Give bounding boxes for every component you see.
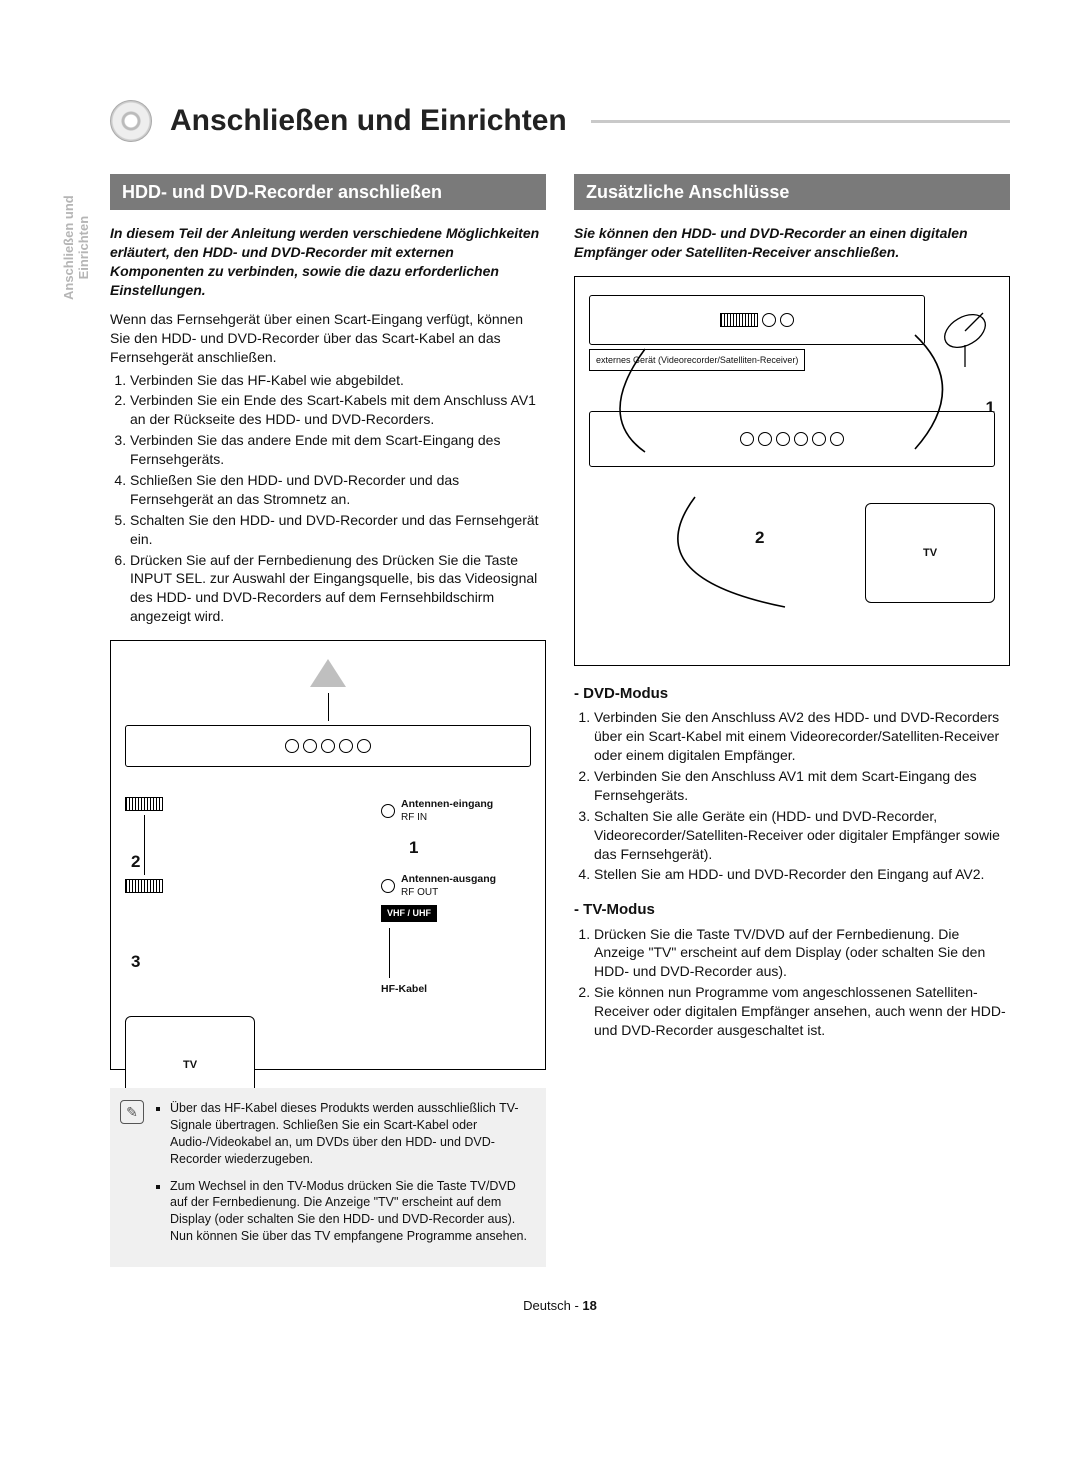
left-step: Schließen Sie den HDD- und DVD-Recorder … — [130, 471, 546, 509]
note-item: Zum Wechsel in den TV-Modus drücken Sie … — [170, 1178, 532, 1246]
rf-in-label: RF IN — [401, 811, 493, 825]
side-tab-l2: Einrichten — [77, 195, 92, 300]
left-section-title: HDD- und DVD-Recorder anschließen — [110, 174, 546, 210]
tv-mode-head: - TV-Modus — [574, 900, 1010, 920]
left-column: HDD- und DVD-Recorder anschließen In die… — [110, 174, 546, 1267]
hf-label: HF-Kabel — [381, 982, 531, 996]
dvd-steps: Verbinden Sie den Anschluss AV2 des HDD-… — [574, 708, 1010, 884]
rf-out-label: RF OUT — [401, 886, 496, 900]
side-tab: Anschließen und Einrichten — [62, 195, 92, 300]
ant-out-label: Antennen-ausgang — [401, 872, 496, 886]
badge-2: 2 — [131, 851, 140, 874]
ext-device — [589, 295, 925, 345]
page-title: Anschließen und Einrichten — [170, 101, 567, 142]
badge-1: 1 — [409, 837, 531, 860]
tv-step: Sie können nun Programme vom angeschloss… — [594, 983, 1010, 1040]
left-step: Verbinden Sie ein Ende des Scart-Kabels … — [130, 391, 546, 429]
ext-device-label: externes Gerät (Videorecorder/Satelliten… — [589, 349, 805, 371]
scart-port — [125, 797, 163, 811]
ant-in-label: Antennen-eingang — [401, 797, 493, 811]
left-diagram: Antennen-eingang RF IN 1 Antennen-ausgan… — [110, 640, 546, 1070]
vhf-label: VHF / UHF — [381, 905, 437, 921]
recorder-device — [125, 725, 531, 767]
header-rule — [591, 120, 1010, 123]
left-step: Schalten Sie den HDD- und DVD-Recorder u… — [130, 511, 546, 549]
antenna-icon — [310, 659, 346, 687]
left-intro: In diesem Teil der Anleitung werden vers… — [110, 224, 546, 300]
tv-steps: Drücken Sie die Taste TV/DVD auf der Fer… — [574, 925, 1010, 1040]
tv-step: Drücken Sie die Taste TV/DVD auf der Fer… — [594, 925, 1010, 982]
footer-lang: Deutsch — [523, 1298, 571, 1313]
satellite-dish-icon — [935, 301, 995, 371]
badge-3: 3 — [131, 951, 140, 974]
dvd-step: Verbinden Sie den Anschluss AV1 mit dem … — [594, 767, 1010, 805]
scart-port — [125, 879, 163, 893]
right-intro: Sie können den HDD- und DVD-Recorder an … — [574, 224, 1010, 262]
dvd-mode-head: - DVD-Modus — [574, 684, 1010, 704]
tv-box: TV — [865, 503, 995, 603]
footer-page: 18 — [582, 1298, 596, 1313]
page-header: Anschließen und Einrichten — [110, 100, 1010, 142]
page-footer: Deutsch - 18 — [110, 1297, 1010, 1315]
dvd-step: Stellen Sie am HDD- und DVD-Recorder den… — [594, 865, 1010, 884]
rf-in-port — [381, 804, 395, 818]
left-step: Verbinden Sie das HF-Kabel wie abgebilde… — [130, 371, 546, 390]
right-column: Zusätzliche Anschlüsse Sie können den HD… — [574, 174, 1010, 1267]
left-steps: Verbinden Sie das HF-Kabel wie abgebilde… — [110, 371, 546, 627]
left-step: Verbinden Sie das andere Ende mit dem Sc… — [130, 431, 546, 469]
dvd-step: Schalten Sie alle Geräte ein (HDD- und D… — [594, 807, 1010, 864]
left-body: Wenn das Fernsehgerät über einen Scart-E… — [110, 310, 546, 367]
left-step: Drücken Sie auf der Fernbedienung des Dr… — [130, 551, 546, 627]
right-section-title: Zusätzliche Anschlüsse — [574, 174, 1010, 210]
rf-out-port — [381, 879, 395, 893]
note-icon: ✎ — [120, 1100, 144, 1124]
disc-icon — [110, 100, 152, 142]
note-item: Über das HF-Kabel dieses Produkts werden… — [170, 1100, 532, 1168]
dvd-step: Verbinden Sie den Anschluss AV2 des HDD-… — [594, 708, 1010, 765]
badge-2: 2 — [755, 527, 764, 550]
recorder-device — [589, 411, 995, 467]
note-box: ✎ Über das HF-Kabel dieses Produkts werd… — [110, 1088, 546, 1267]
side-tab-l1: Anschließen und — [62, 195, 77, 300]
right-diagram: externes Gerät (Videorecorder/Satelliten… — [574, 276, 1010, 666]
